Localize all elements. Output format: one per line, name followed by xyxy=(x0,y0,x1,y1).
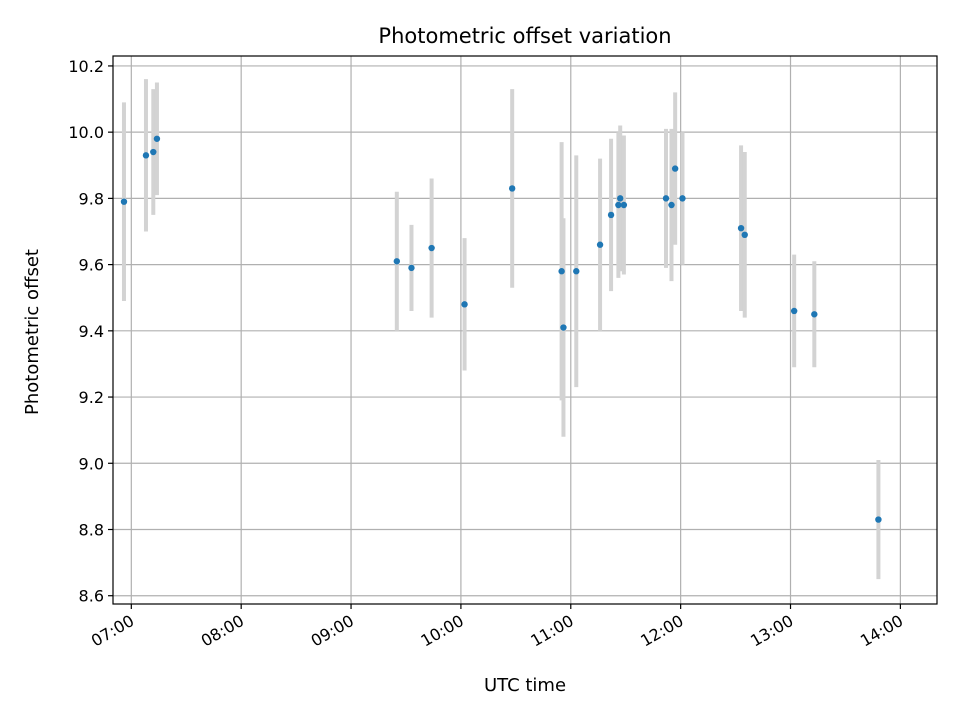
data-point xyxy=(120,198,128,205)
data-point xyxy=(428,244,435,252)
data-points xyxy=(120,135,882,523)
data-point xyxy=(790,307,798,315)
data-point xyxy=(737,224,745,232)
data-point xyxy=(150,148,157,156)
data-point xyxy=(662,195,670,202)
data-point xyxy=(607,211,615,219)
y-tick-label: 8.6 xyxy=(79,587,104,606)
y-tick-label: 8.8 xyxy=(79,520,104,539)
y-tick-label: 10.2 xyxy=(68,57,104,76)
data-point xyxy=(558,268,565,275)
data-point xyxy=(620,201,628,209)
y-tick-label: 9.6 xyxy=(79,256,104,275)
x-axis-label: UTC time xyxy=(484,675,566,696)
y-axis-label: Photometric offset xyxy=(22,249,43,415)
data-point xyxy=(461,301,468,308)
grid xyxy=(113,56,937,604)
y-tick-label: 10.0 xyxy=(68,123,104,142)
plot-frame xyxy=(112,55,938,605)
data-point xyxy=(679,195,686,202)
data-point xyxy=(393,258,401,265)
data-point xyxy=(875,516,882,523)
y-tick-label: 9.4 xyxy=(79,322,104,341)
y-axis-ticks: 8.6 8.8 9.0 9.2 9.4 9.6 9.8 10.0 10.2 xyxy=(68,57,113,606)
data-point xyxy=(617,195,624,202)
data-point xyxy=(408,264,415,272)
chart-title: Photometric offset variation xyxy=(378,24,671,48)
data-point xyxy=(615,201,622,209)
y-tick-label: 9.0 xyxy=(79,454,104,473)
data-point xyxy=(508,185,516,192)
y-tick-label: 9.8 xyxy=(79,189,104,208)
y-tick-label: 9.2 xyxy=(79,388,104,407)
data-point xyxy=(560,324,567,331)
data-point xyxy=(671,165,679,172)
data-point xyxy=(142,152,150,159)
data-point xyxy=(596,241,604,248)
data-point xyxy=(668,201,675,209)
data-point xyxy=(811,311,818,318)
data-point xyxy=(741,231,748,239)
data-point xyxy=(153,135,161,142)
data-point xyxy=(573,268,580,275)
